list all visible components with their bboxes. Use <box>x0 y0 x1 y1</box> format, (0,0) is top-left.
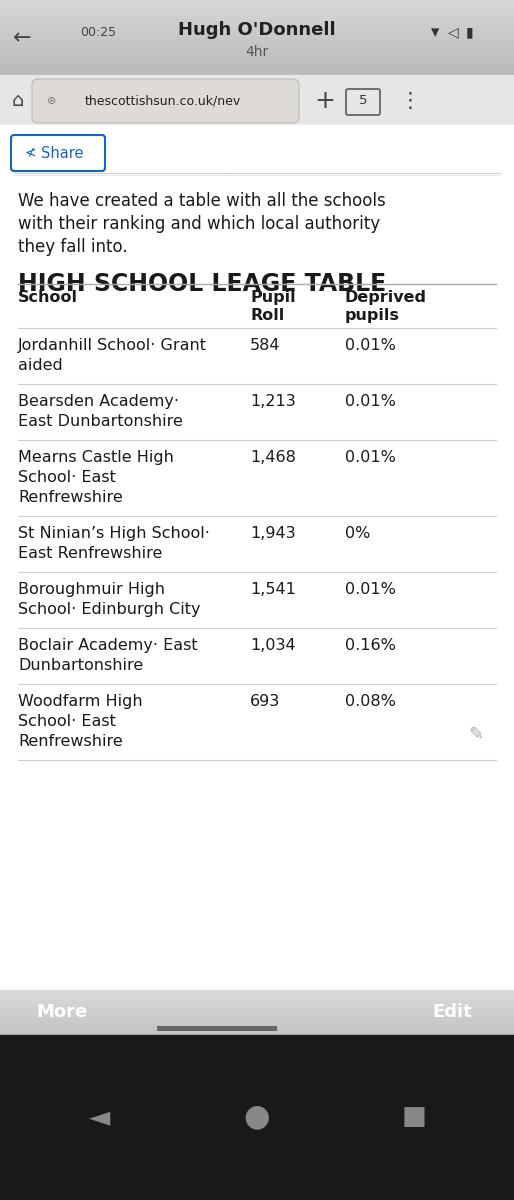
Text: HIGH SCHOOL LEAGE TABLE: HIGH SCHOOL LEAGE TABLE <box>18 272 386 296</box>
FancyBboxPatch shape <box>32 79 299 122</box>
Text: More: More <box>36 1003 87 1021</box>
Text: ≮: ≮ <box>24 146 36 160</box>
Text: School: School <box>18 290 78 305</box>
Text: 584: 584 <box>250 338 281 353</box>
Text: 4hr: 4hr <box>245 44 269 59</box>
Bar <box>0 1034 514 1200</box>
Text: Mearns Castle High: Mearns Castle High <box>18 450 174 464</box>
Text: Woodfarm High: Woodfarm High <box>18 694 142 709</box>
Text: ◁: ◁ <box>448 25 458 38</box>
Text: pupils: pupils <box>345 308 400 323</box>
Text: ←: ← <box>13 28 31 48</box>
Text: ■: ■ <box>401 1104 427 1130</box>
Text: We have created a table with all the schools: We have created a table with all the sch… <box>18 192 386 210</box>
Text: St Ninian’s High School·: St Ninian’s High School· <box>18 526 210 541</box>
Text: Jordanhill School· Grant: Jordanhill School· Grant <box>18 338 207 353</box>
Text: East Renfrewshire: East Renfrewshire <box>18 546 162 560</box>
Text: Bearsden Academy·: Bearsden Academy· <box>18 394 179 409</box>
Text: they fall into.: they fall into. <box>18 238 127 256</box>
Bar <box>0 74 514 125</box>
Text: School· East: School· East <box>18 470 116 485</box>
Text: Boclair Academy· East: Boclair Academy· East <box>18 638 197 653</box>
Text: 1,213: 1,213 <box>250 394 296 409</box>
Text: 1,541: 1,541 <box>250 582 296 596</box>
Text: 693: 693 <box>250 694 280 709</box>
Text: Deprived: Deprived <box>345 290 427 305</box>
Bar <box>0 125 514 175</box>
Text: ▮: ▮ <box>466 25 474 38</box>
Text: ▾: ▾ <box>431 23 439 41</box>
Text: 0.08%: 0.08% <box>345 694 396 709</box>
Text: with their ranking and which local authority: with their ranking and which local autho… <box>18 215 380 233</box>
Bar <box>0 125 514 1034</box>
Text: Edit: Edit <box>432 1003 472 1021</box>
Text: ✎: ✎ <box>468 726 484 744</box>
Text: ●: ● <box>244 1103 270 1132</box>
Text: Dunbartonshire: Dunbartonshire <box>18 658 143 673</box>
Text: ⌂: ⌂ <box>12 90 24 109</box>
Text: Boroughmuir High: Boroughmuir High <box>18 582 165 596</box>
Text: 1,468: 1,468 <box>250 450 296 464</box>
Text: East Dunbartonshire: East Dunbartonshire <box>18 414 183 428</box>
Text: ⊛: ⊛ <box>47 96 57 106</box>
Text: 0%: 0% <box>345 526 371 541</box>
Text: Renfrewshire: Renfrewshire <box>18 490 123 505</box>
Text: aided: aided <box>18 358 63 373</box>
Text: 0.16%: 0.16% <box>345 638 396 653</box>
Text: ◄: ◄ <box>89 1103 111 1130</box>
Text: Hugh O'Donnell: Hugh O'Donnell <box>178 20 336 38</box>
FancyBboxPatch shape <box>11 134 105 170</box>
Text: 1,034: 1,034 <box>250 638 296 653</box>
FancyBboxPatch shape <box>346 89 380 115</box>
Text: Renfrewshire: Renfrewshire <box>18 734 123 749</box>
Text: Share: Share <box>41 145 83 161</box>
Text: thescottishsun.co.uk/nev: thescottishsun.co.uk/nev <box>85 95 241 108</box>
Text: 0.01%: 0.01% <box>345 338 396 353</box>
Text: +: + <box>315 89 336 113</box>
Text: 0.01%: 0.01% <box>345 450 396 464</box>
Text: School· East: School· East <box>18 714 116 728</box>
Text: 0.01%: 0.01% <box>345 582 396 596</box>
Text: Pupil: Pupil <box>250 290 296 305</box>
Text: 1,943: 1,943 <box>250 526 296 541</box>
Text: 0.01%: 0.01% <box>345 394 396 409</box>
Text: ⋮: ⋮ <box>399 91 420 110</box>
Text: Roll: Roll <box>250 308 284 323</box>
FancyBboxPatch shape <box>157 1026 277 1031</box>
Text: 5: 5 <box>359 95 367 108</box>
Text: 00:25: 00:25 <box>80 25 116 38</box>
Text: School· Edinburgh City: School· Edinburgh City <box>18 602 200 617</box>
